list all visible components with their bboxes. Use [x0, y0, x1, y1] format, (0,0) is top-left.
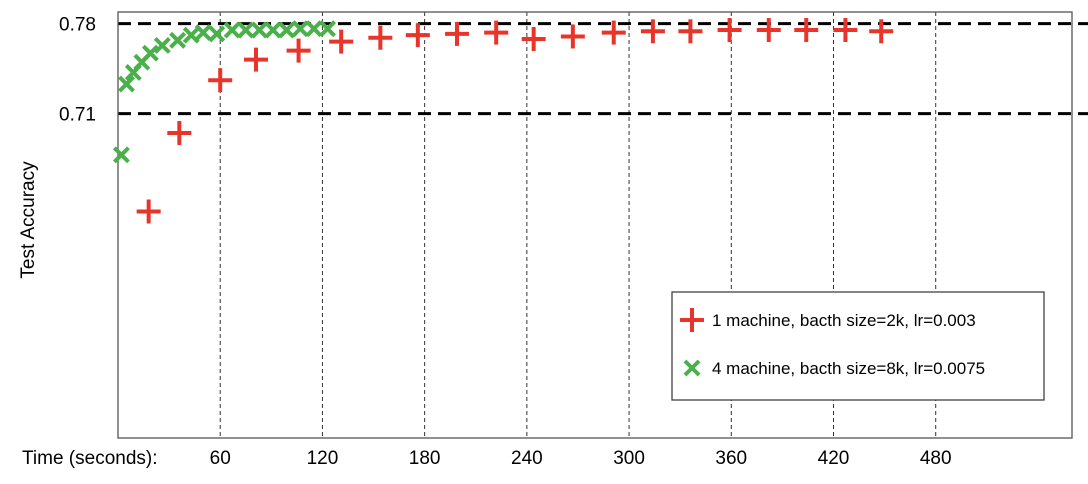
- plus-marker: [560, 24, 585, 49]
- x-marker: [305, 20, 323, 38]
- data-markers: [112, 18, 894, 224]
- plus-marker: [286, 38, 311, 63]
- plus-marker: [484, 20, 509, 45]
- legend-label: 1 machine, bacth size=2k, lr=0.003: [712, 311, 976, 330]
- x-marker: [208, 25, 226, 43]
- x-marker: [319, 20, 336, 38]
- y-tick-labels: 0.71 0.78: [59, 15, 96, 126]
- y-tick-label: 0.78: [59, 15, 96, 36]
- x-tick-label: 120: [307, 448, 339, 469]
- plus-marker: [136, 199, 161, 224]
- x-marker: [112, 146, 130, 164]
- plus-marker: [167, 120, 192, 145]
- plus-marker: [243, 47, 268, 72]
- y-tick-label: 0.71: [59, 105, 96, 126]
- plus-marker: [756, 18, 781, 43]
- plus-marker: [368, 25, 393, 50]
- x-axis-label: Time (seconds):: [22, 448, 158, 469]
- x-tick-label: 240: [511, 448, 543, 469]
- x-tick-labels: 60 120 180 240 300 360 420 480: [210, 448, 952, 469]
- legend-x-icon: [683, 359, 701, 377]
- plus-marker: [717, 18, 742, 43]
- y-axis-label: Test Accuracy: [18, 161, 39, 279]
- plus-marker: [208, 68, 233, 93]
- x-marker: [237, 21, 255, 39]
- plus-marker: [601, 20, 626, 45]
- reference-lines: [118, 22, 1088, 116]
- x-marker: [291, 20, 309, 38]
- x-marker: [169, 31, 187, 49]
- legend-plus-icon: [680, 308, 704, 332]
- x-tick-label: 60: [210, 448, 231, 469]
- plus-marker: [521, 27, 546, 52]
- legend-box: [671, 291, 1045, 401]
- x-marker: [118, 75, 135, 93]
- x-marker: [182, 26, 200, 44]
- x-marker: [264, 21, 282, 39]
- legend: 1 machine, bacth size=2k, lr=0.003 4 mach…: [671, 291, 1045, 401]
- x-marker: [194, 24, 212, 42]
- plus-marker: [869, 19, 894, 44]
- x-marker: [250, 21, 268, 39]
- plus-marker: [833, 18, 858, 43]
- x-tick-label: 180: [409, 448, 441, 469]
- x-tick-label: 420: [818, 448, 850, 469]
- plus-marker: [678, 19, 703, 44]
- plus-marker: [329, 29, 354, 54]
- x-tick-label: 360: [715, 448, 747, 469]
- x-marker: [223, 21, 241, 39]
- x-tick-label: 300: [613, 448, 645, 469]
- plot-frame: [117, 11, 1073, 439]
- legend-items: 1 machine, bacth size=2k, lr=0.003 4 mach…: [680, 308, 985, 378]
- x-marker: [153, 37, 171, 54]
- vertical-grid: [219, 12, 937, 438]
- x-marker: [278, 21, 296, 39]
- plus-marker: [794, 18, 819, 43]
- x-tick-label: 480: [920, 448, 952, 469]
- plus-marker: [640, 19, 665, 44]
- plus-marker: [405, 23, 430, 48]
- plus-marker: [445, 21, 470, 46]
- legend-label: 4 machine, bacth size=8k, lr=0.0075: [712, 359, 985, 378]
- x-marker: [141, 44, 159, 62]
